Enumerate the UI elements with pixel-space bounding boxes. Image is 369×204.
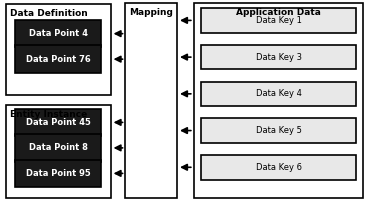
Bar <box>15 45 101 73</box>
Text: Data Key 1: Data Key 1 <box>256 16 301 25</box>
Text: Data Key 5: Data Key 5 <box>256 126 301 135</box>
Text: Data Point 95: Data Point 95 <box>26 169 90 178</box>
Text: Application Data: Application Data <box>236 8 321 17</box>
Text: Data Point 45: Data Point 45 <box>26 118 90 127</box>
Bar <box>6 4 111 95</box>
Text: Data Point 76: Data Point 76 <box>26 55 90 64</box>
Bar <box>15 20 101 48</box>
Bar <box>201 8 356 33</box>
Text: Data Key 6: Data Key 6 <box>256 163 301 172</box>
Bar <box>201 118 356 143</box>
Bar <box>15 134 101 162</box>
Bar <box>6 105 111 198</box>
Bar <box>201 45 356 69</box>
Bar <box>194 3 363 198</box>
Text: Data Point 8: Data Point 8 <box>29 143 87 152</box>
Text: Data Key 3: Data Key 3 <box>256 53 301 62</box>
Bar <box>15 160 101 187</box>
Bar <box>201 82 356 106</box>
Text: Data Point 4: Data Point 4 <box>29 29 87 38</box>
Text: Entity Instance: Entity Instance <box>10 110 87 119</box>
Bar <box>15 109 101 136</box>
Bar <box>125 3 177 198</box>
Text: Mapping: Mapping <box>130 8 173 17</box>
Bar <box>201 155 356 180</box>
Text: Data Definition: Data Definition <box>10 9 88 18</box>
Text: Data Key 4: Data Key 4 <box>256 89 301 98</box>
